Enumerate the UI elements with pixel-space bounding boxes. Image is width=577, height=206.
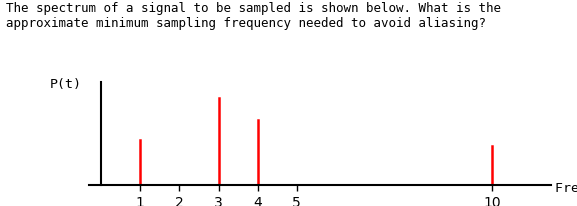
Text: The spectrum of a signal to be sampled is shown below. What is the
approximate m: The spectrum of a signal to be sampled i… [6,2,501,30]
Text: P(t): P(t) [50,78,81,91]
Text: Freq, kHz: Freq, kHz [555,182,577,195]
